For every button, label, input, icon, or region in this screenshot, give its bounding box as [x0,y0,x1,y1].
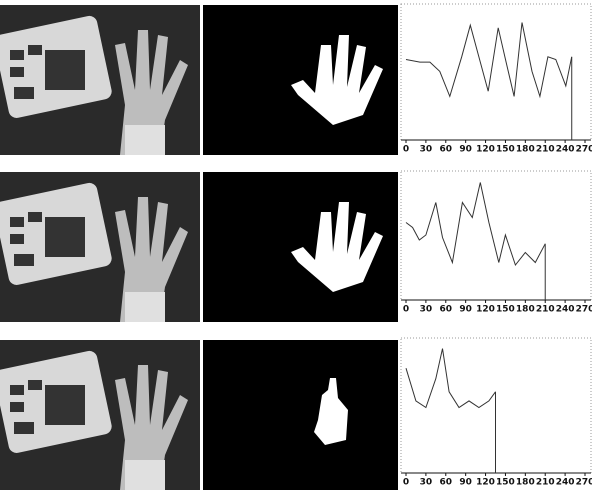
x-tick-label: 90 [459,305,472,315]
x-tick-label: 60 [440,305,453,315]
x-tick-label: 180 [516,478,535,488]
row-3-images [0,340,398,490]
x-tick-label: 150 [496,305,515,315]
x-tick-label: 120 [476,145,495,155]
x-tick-label: 240 [556,145,575,155]
signature-line [405,348,496,409]
x-tick-label: 30 [420,145,433,155]
row-1-images [0,5,398,155]
x-tick-label: 180 [516,305,535,315]
x-tick-label: 240 [556,305,575,315]
row-2-images [0,172,398,322]
x-tick-label: 0 [403,305,409,315]
x-tick-label: 90 [459,145,472,155]
x-tick-label: 120 [476,478,495,488]
x-tick-label: 270 [576,145,592,155]
signature-line [405,182,546,267]
x-tick-label: 30 [420,478,433,488]
x-tick-label: 210 [536,305,555,315]
x-tick-label: 150 [496,145,515,155]
silhouette-shape [314,378,348,445]
silhouette [203,5,398,155]
x-tick-label: 210 [536,478,555,488]
plot-frame [400,3,592,141]
x-tick-label: 270 [576,478,592,488]
silhouette [203,340,398,490]
x-tick-label: 240 [556,478,575,488]
photo [0,5,200,155]
photo [0,172,200,322]
x-tick-label: 60 [440,478,453,488]
x-tick-label: 150 [496,478,515,488]
plot-frame [400,170,592,301]
x-tick-label: 270 [576,305,592,315]
x-tick-label: 0 [403,145,409,155]
x-tick-label: 120 [476,305,495,315]
x-tick-label: 90 [459,478,472,488]
x-tick-label: 60 [440,145,453,155]
x-tick-label: 0 [403,478,409,488]
x-tick-label: 210 [536,145,555,155]
x-tick-label: 30 [420,305,433,315]
photo [0,340,200,490]
signature-line [405,22,573,99]
x-tick-label: 180 [516,145,535,155]
silhouette [203,172,398,322]
